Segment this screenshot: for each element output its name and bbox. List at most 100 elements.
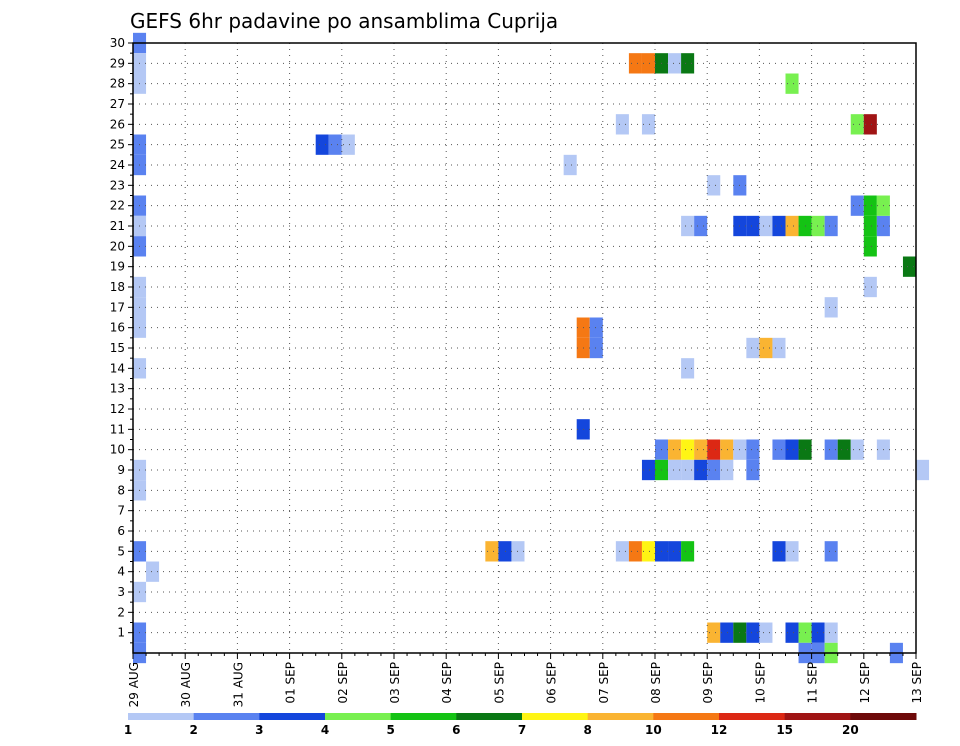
y-tick-label: 30 <box>110 36 125 50</box>
legend-label: 15 <box>776 723 793 737</box>
heatmap-cell <box>759 216 772 236</box>
legend-label: 20 <box>842 723 859 737</box>
heatmap-cell <box>694 216 707 236</box>
heatmap-cell <box>759 623 772 643</box>
heatmap-cell <box>772 216 785 236</box>
heatmap-cell <box>720 440 733 460</box>
y-tick-label: 3 <box>117 585 125 599</box>
y-tick-label: 16 <box>110 321 125 335</box>
heatmap-cell <box>681 53 694 73</box>
legend-label: 8 <box>583 723 591 737</box>
y-tick-label: 9 <box>117 463 125 477</box>
legend-label: 7 <box>518 723 526 737</box>
chart-title: GEFS 6hr padavine po ansamblima Cuprija <box>130 9 558 33</box>
heatmap-cell <box>694 440 707 460</box>
x-tick-label: 01 SEP <box>284 662 298 704</box>
legend-swatch <box>850 713 916 720</box>
y-tick-label: 21 <box>110 219 125 233</box>
y-tick-label: 24 <box>110 158 125 172</box>
y-tick-label: 20 <box>110 239 125 253</box>
x-tick-label: 30 AUG <box>179 662 193 707</box>
x-tick-label: 02 SEP <box>336 662 350 704</box>
y-axis: 1234567891011121314151617181920212223242… <box>110 36 133 643</box>
heatmap-cell <box>916 460 929 480</box>
heatmap-cell <box>772 541 785 561</box>
legend-swatch <box>128 713 194 720</box>
legend-swatch <box>325 713 391 720</box>
legend-label: 10 <box>645 723 662 737</box>
y-tick-label: 7 <box>117 504 125 518</box>
legend-swatch <box>653 713 719 720</box>
heatmap-cell <box>720 460 733 480</box>
heatmap-cell <box>851 440 864 460</box>
y-tick-label: 1 <box>117 626 125 640</box>
legend-label: 1 <box>124 723 132 737</box>
x-tick-label: 06 SEP <box>545 662 559 704</box>
heatmap-cell <box>851 196 864 216</box>
y-tick-label: 26 <box>110 117 125 131</box>
y-tick-label: 27 <box>110 97 125 111</box>
heatmap-cell <box>498 541 511 561</box>
cells-layer <box>133 33 929 663</box>
legend-label: 5 <box>386 723 394 737</box>
y-tick-label: 10 <box>110 443 125 457</box>
x-tick-label: 10 SEP <box>753 662 767 704</box>
y-tick-label: 23 <box>110 178 125 192</box>
heatmap-cell <box>629 53 642 73</box>
legend-swatch <box>522 713 588 720</box>
legend-swatch <box>259 713 325 720</box>
y-tick-label: 12 <box>110 402 125 416</box>
x-tick-label: 03 SEP <box>388 662 402 704</box>
legend: 1 2 3 4 5 6 7 8 10 12 15 20 <box>124 713 917 737</box>
heatmap-cell <box>590 318 603 338</box>
heatmap-cell <box>812 623 825 643</box>
chart-container: GEFS 6hr padavine po ansamblima Cuprija … <box>0 0 960 742</box>
heatmap-chart: GEFS 6hr padavine po ansamblima Cuprija … <box>0 0 960 742</box>
legend-swatch <box>719 713 785 720</box>
legend-label: 6 <box>452 723 460 737</box>
heatmap-cell <box>681 358 694 378</box>
y-tick-label: 15 <box>110 341 125 355</box>
x-tick-label: 07 SEP <box>597 662 611 704</box>
heatmap-cell <box>759 338 772 358</box>
x-tick-label: 04 SEP <box>440 662 454 704</box>
x-tick-label: 09 SEP <box>701 662 715 704</box>
heatmap-cell <box>590 338 603 358</box>
x-tick-label: 31 AUG <box>231 662 245 707</box>
y-tick-label: 2 <box>117 605 125 619</box>
heatmap-cell <box>851 114 864 134</box>
x-tick-label: 29 AUG <box>127 662 141 707</box>
y-tick-label: 5 <box>117 544 125 558</box>
y-tick-label: 17 <box>110 300 125 314</box>
heatmap-cell <box>629 541 642 561</box>
heatmap-cell <box>838 440 851 460</box>
x-tick-label: 08 SEP <box>649 662 663 704</box>
heatmap-cell <box>772 440 785 460</box>
legend-label: 4 <box>321 723 329 737</box>
y-tick-label: 14 <box>110 361 125 375</box>
heatmap-cell <box>616 541 629 561</box>
heatmap-cell <box>681 541 694 561</box>
y-tick-label: 22 <box>110 199 125 213</box>
heatmap-cell <box>720 623 733 643</box>
legend-swatch <box>785 713 851 720</box>
y-tick-label: 6 <box>117 524 125 538</box>
legend-swatch <box>588 713 654 720</box>
heatmap-cell <box>329 135 342 155</box>
heatmap-cell <box>316 135 329 155</box>
heatmap-cell <box>681 216 694 236</box>
legend-label: 3 <box>255 723 263 737</box>
legend-swatch <box>194 713 260 720</box>
heatmap-cell <box>681 460 694 480</box>
legend-label: 12 <box>711 723 728 737</box>
x-tick-label: 05 SEP <box>492 662 506 704</box>
y-tick-label: 4 <box>117 565 125 579</box>
y-tick-label: 13 <box>110 382 125 396</box>
y-tick-label: 11 <box>110 422 125 436</box>
y-tick-label: 8 <box>117 483 125 497</box>
x-tick-label: 11 SEP <box>806 662 820 704</box>
heatmap-cell <box>681 440 694 460</box>
legend-swatch <box>391 713 457 720</box>
y-tick-label: 18 <box>110 280 125 294</box>
heatmap-cell <box>903 257 916 277</box>
